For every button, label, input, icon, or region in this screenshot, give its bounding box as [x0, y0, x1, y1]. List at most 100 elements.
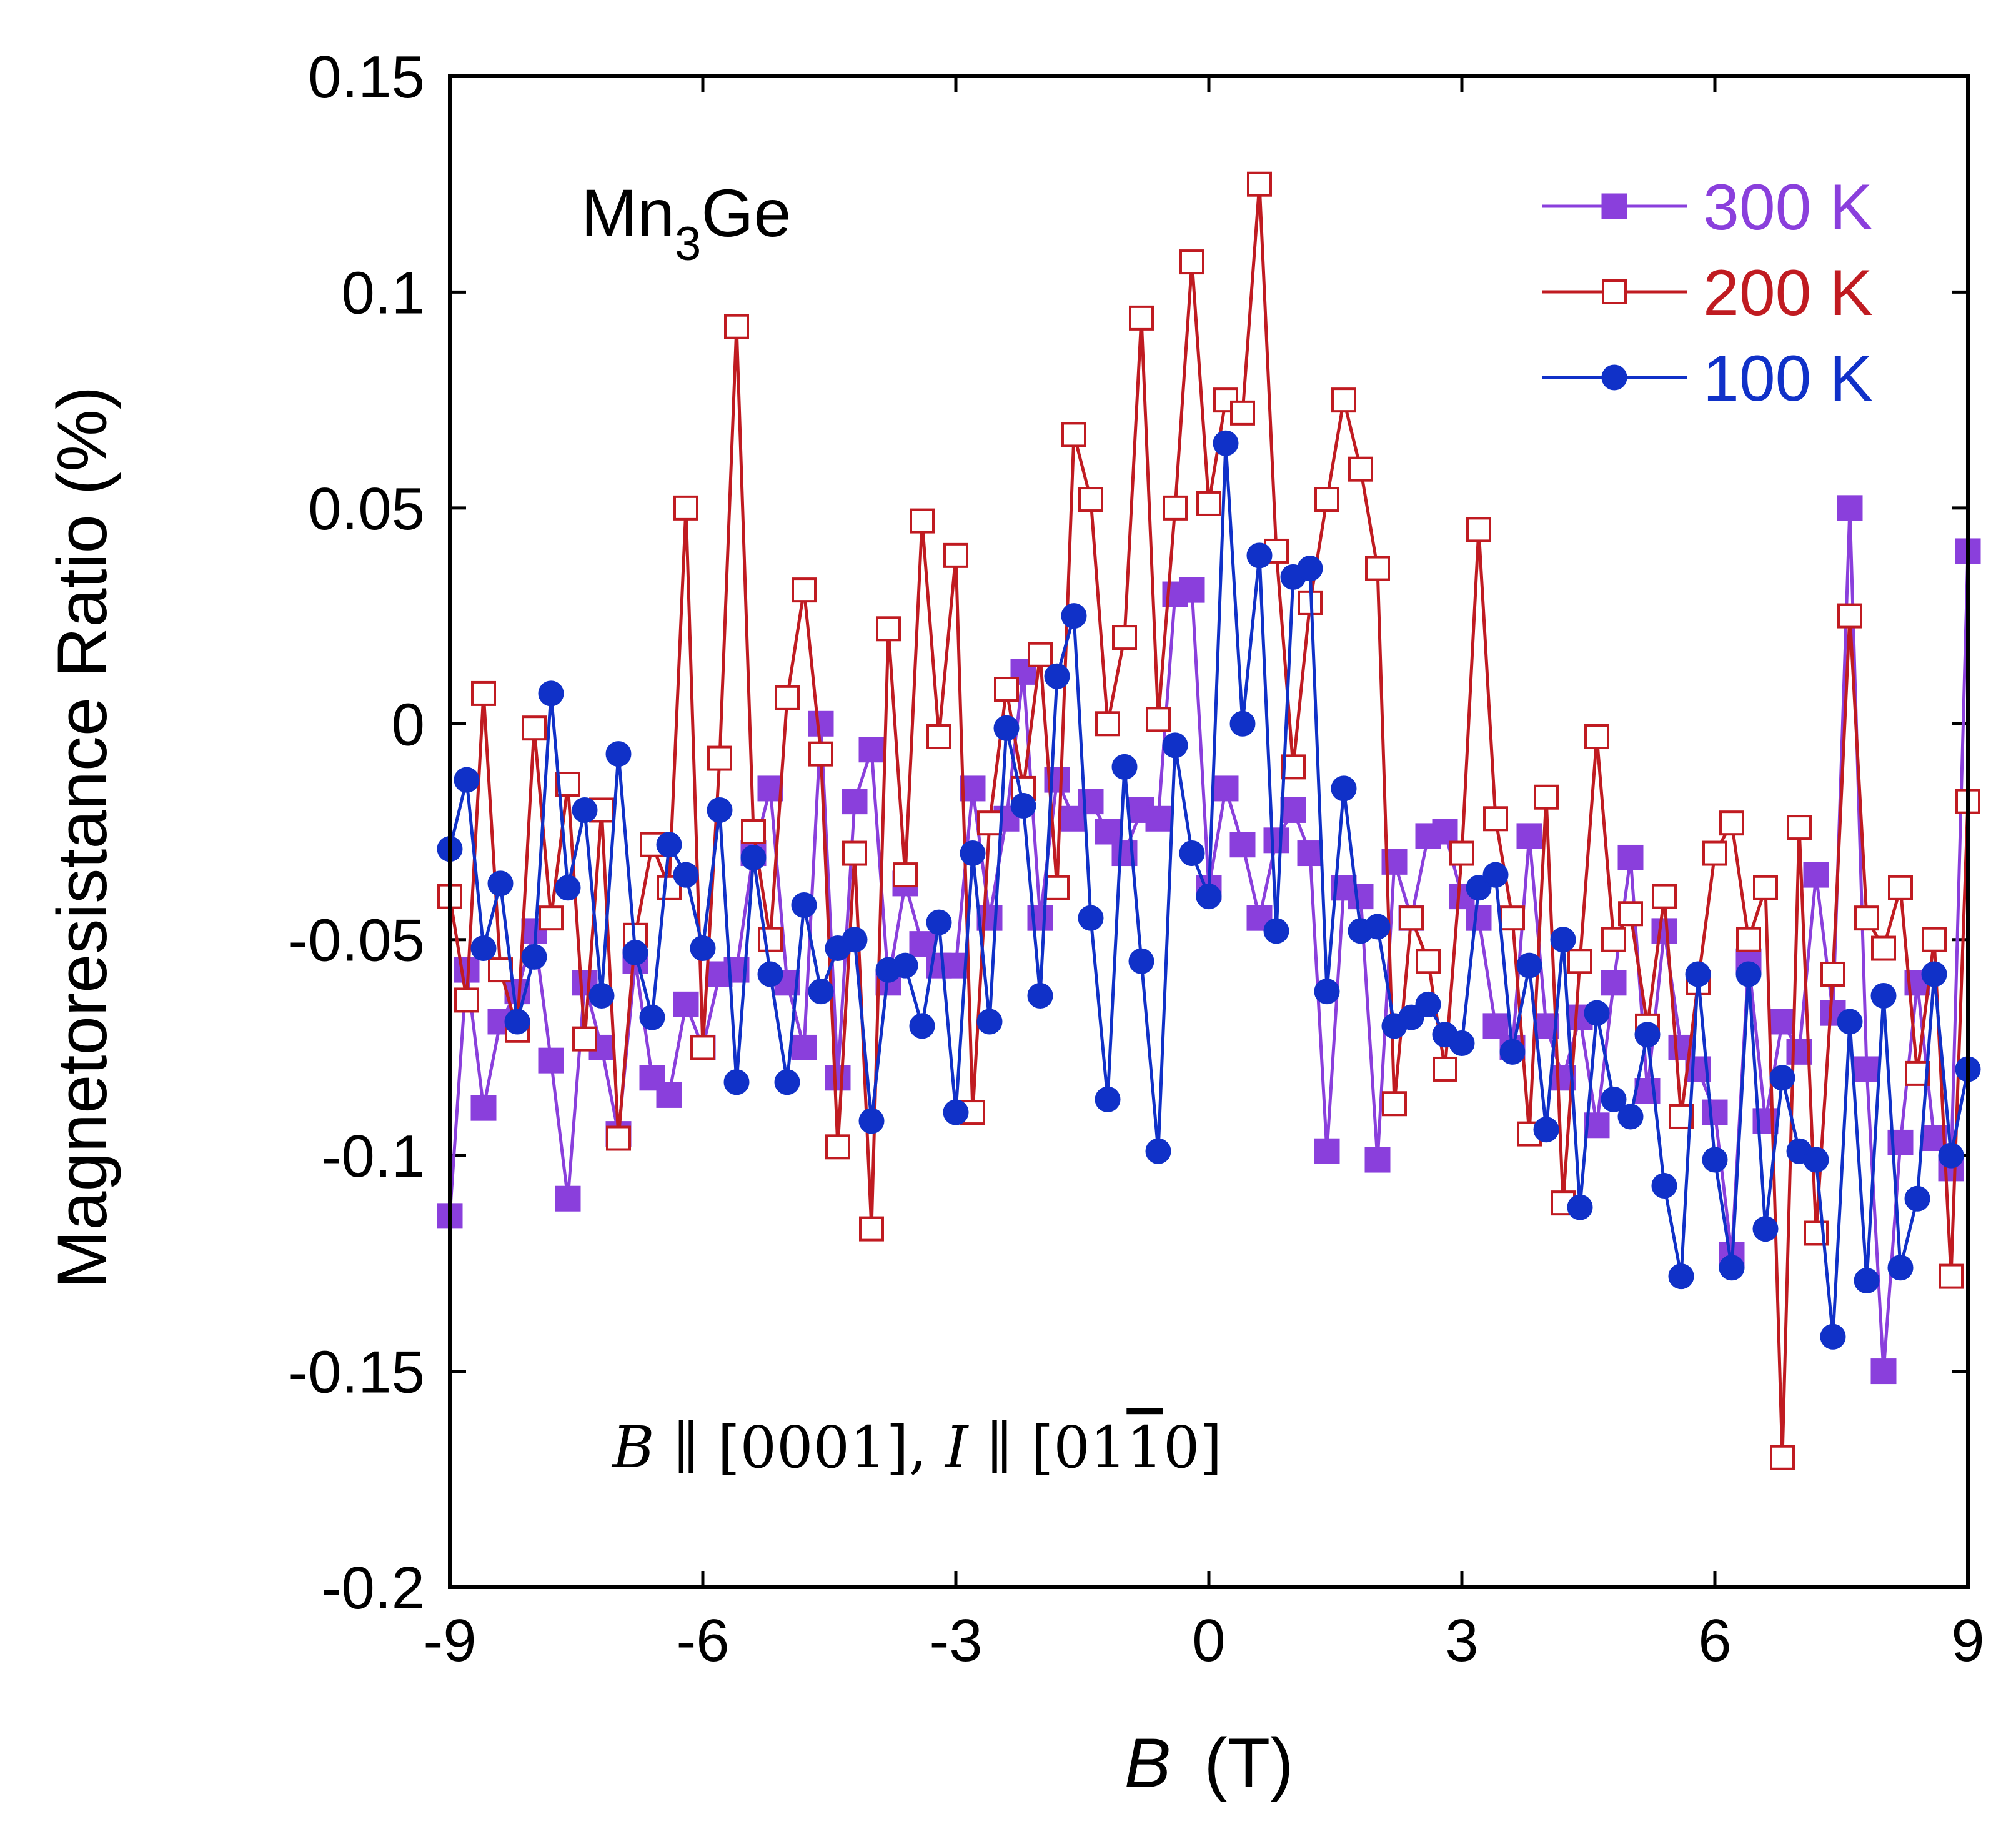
y-tick-label: 0.1 — [342, 259, 425, 326]
sample-label-element: Mn — [581, 175, 675, 251]
data-point-200k — [1112, 625, 1137, 650]
x-tick-label: -9 — [423, 1607, 476, 1674]
data-point-300k — [808, 710, 834, 737]
condition-b-direction: ∥ [0001], — [655, 1414, 945, 1481]
data-point-200k — [741, 819, 766, 844]
condition-b-symbol: B — [611, 1414, 655, 1481]
data-point-200k — [1652, 884, 1677, 909]
data-point-200k — [758, 927, 783, 952]
data-point-100k — [1887, 1255, 1914, 1281]
y-tick-label: 0.15 — [308, 44, 425, 111]
data-point-200k — [1534, 784, 1559, 810]
data-point-300k — [656, 1082, 682, 1108]
y-tick-label: -0.2 — [322, 1555, 425, 1622]
condition-i-symbol: I — [944, 1414, 969, 1481]
data-point-100k — [673, 862, 699, 888]
data-point-200k — [606, 1125, 631, 1151]
data-point-200k — [1230, 400, 1255, 426]
legend-marker-100k — [1601, 364, 1627, 391]
data-point-100k — [723, 1069, 750, 1095]
data-point-100k — [454, 767, 480, 793]
data-point-200k — [1871, 935, 1896, 961]
data-point-100k — [1095, 1086, 1121, 1112]
condition-i-prefix: ∥ [01 — [968, 1414, 1126, 1481]
data-point-100k — [858, 1108, 885, 1134]
data-point-300k — [1263, 827, 1289, 854]
data-point-100k — [1482, 862, 1509, 888]
data-point-100k — [1752, 1216, 1779, 1242]
data-point-100k — [1415, 991, 1441, 1017]
data-point-300k — [1145, 805, 1171, 832]
data-point-100k — [470, 935, 497, 962]
condition-i-overbar-digit: 1 — [1126, 1414, 1163, 1481]
data-point-200k — [1028, 642, 1053, 667]
data-point-200k — [1939, 1263, 1964, 1289]
data-point-100k — [774, 1069, 800, 1095]
data-point-200k — [1584, 724, 1609, 750]
x-tick-label: -6 — [676, 1607, 729, 1674]
data-point-100k — [487, 870, 514, 897]
data-point-200k — [471, 680, 496, 706]
data-point-300k — [1702, 1099, 1728, 1125]
x-axis-title-variable: B — [1125, 1724, 1171, 1802]
data-point-100k — [1314, 979, 1340, 1005]
data-point-200k — [1922, 927, 1947, 952]
data-point-200k — [1146, 707, 1171, 732]
data-point-100k — [572, 797, 598, 823]
data-point-200k — [859, 1216, 884, 1242]
data-point-300k — [842, 789, 868, 815]
data-point-200k — [1618, 901, 1643, 927]
data-point-200k — [994, 677, 1019, 702]
data-point-200k — [1314, 487, 1339, 512]
data-point-300k — [1179, 577, 1205, 603]
legend-label-300k: 300 K — [1703, 171, 1873, 244]
data-point-100k — [960, 840, 986, 867]
y-tick-label: 0.05 — [308, 476, 425, 542]
data-point-200k — [1702, 840, 1727, 866]
data-point-300k — [960, 775, 986, 802]
data-point-100k — [892, 952, 918, 979]
data-point-200k — [876, 616, 901, 642]
data-point-300k — [791, 1034, 817, 1060]
data-point-100k — [1364, 914, 1391, 940]
data-point-200k — [724, 314, 749, 339]
data-point-200k — [1331, 387, 1356, 413]
data-point-300k — [858, 737, 885, 763]
data-point-100k — [1499, 1039, 1526, 1065]
data-point-100k — [791, 892, 817, 918]
data-point-100k — [504, 1009, 530, 1035]
data-point-100k — [1331, 775, 1357, 802]
data-point-300k — [1617, 844, 1644, 870]
legend-entry-300k: 300 K — [1542, 171, 1873, 244]
data-point-100k — [1634, 1022, 1661, 1048]
data-point-100k — [1837, 1009, 1863, 1035]
data-point-200k — [522, 715, 547, 741]
data-point-200k — [454, 987, 479, 1013]
data-point-100k — [1854, 1267, 1880, 1293]
data-point-100k — [1533, 1117, 1559, 1143]
series-100k — [437, 430, 1981, 1350]
data-point-200k — [1500, 905, 1525, 931]
data-point-100k — [842, 927, 868, 953]
data-point-100k — [1617, 1104, 1644, 1130]
data-point-100k — [707, 797, 733, 823]
data-point-300k — [1466, 905, 1492, 931]
data-point-200k — [825, 1134, 850, 1160]
y-tick-label: 0 — [392, 691, 425, 758]
data-point-100k — [1870, 983, 1897, 1009]
data-point-100k — [1162, 732, 1188, 759]
data-point-100k — [1668, 1263, 1694, 1290]
data-point-200k — [1449, 840, 1474, 866]
data-point-100k — [1044, 663, 1070, 689]
data-point-100k — [1904, 1185, 1930, 1212]
data-point-300k — [1854, 1056, 1880, 1082]
data-point-100k — [1196, 884, 1222, 910]
data-point-100k — [1466, 875, 1492, 901]
data-point-100k — [1229, 710, 1256, 737]
data-point-100k — [1061, 603, 1087, 629]
data-point-200k — [893, 862, 918, 888]
data-point-100k — [1921, 961, 1947, 987]
data-point-200k — [1854, 905, 1879, 931]
condition-i-suffix: 0] — [1163, 1414, 1222, 1481]
